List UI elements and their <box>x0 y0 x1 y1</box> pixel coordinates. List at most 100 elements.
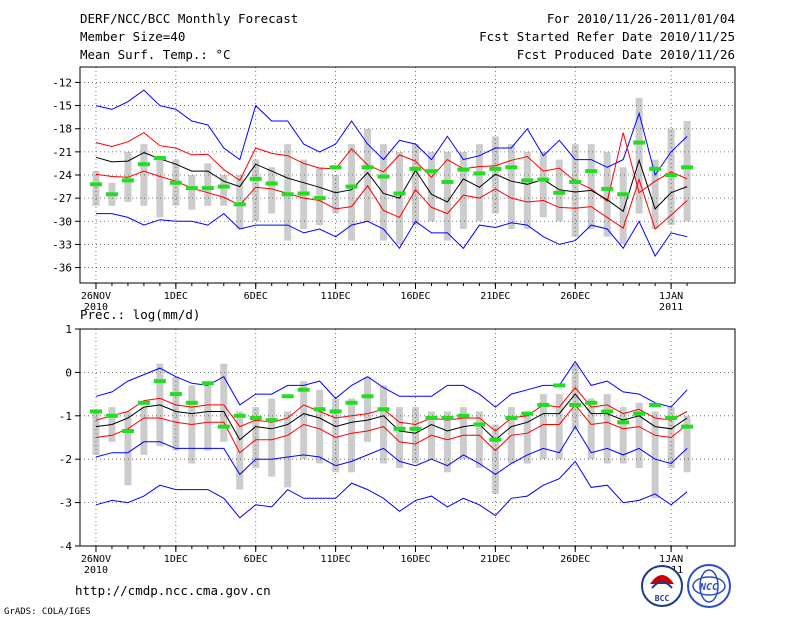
observed-mark <box>505 165 518 170</box>
spread-box <box>380 385 388 464</box>
spread-box <box>683 121 691 222</box>
x-tick-year-label: 2010 <box>84 565 108 576</box>
observed-mark <box>489 437 502 442</box>
observed-mark <box>521 178 534 183</box>
observed-mark <box>377 174 390 179</box>
spread-box <box>555 394 563 460</box>
observed-mark <box>345 400 358 405</box>
y-tick-label: -24 <box>52 169 72 182</box>
observed-mark <box>601 409 614 414</box>
spread-box <box>188 175 196 210</box>
observed-mark <box>681 424 694 429</box>
observed-mark <box>569 179 582 184</box>
observed-mark <box>393 191 406 196</box>
observed-mark <box>233 202 246 207</box>
x-tick-label: 11DEC <box>321 291 351 302</box>
spread-box <box>411 407 419 464</box>
observed-mark <box>265 418 278 423</box>
header-title: DERF/NCC/BCC Monthly Forecast <box>80 11 298 26</box>
series-max-line <box>95 89 688 177</box>
observed-mark <box>169 392 182 397</box>
footer-grads: GrADS: COLA/IGES <box>4 607 91 617</box>
series-min2-line <box>95 460 688 519</box>
observed-mark <box>665 173 678 177</box>
spread-box <box>364 376 372 442</box>
observed-mark <box>537 402 550 407</box>
series-min-line <box>95 425 688 476</box>
spread-box <box>332 175 340 214</box>
spread-box <box>443 411 451 473</box>
observed-mark <box>569 402 582 407</box>
spread-box <box>523 411 531 464</box>
x-tick-label: 1DEC <box>164 291 188 302</box>
spread-box <box>92 171 100 206</box>
spread-box <box>411 144 419 226</box>
observed-mark <box>169 180 182 185</box>
spread-box <box>475 144 483 222</box>
observed-mark <box>585 400 598 405</box>
observed-mark <box>249 415 262 420</box>
footer-url: http://cmdp.ncc.cma.gov.cn <box>75 583 271 598</box>
observed-mark <box>89 182 102 187</box>
header-produced-date: Fcst Produced Date 2010/11/26 <box>517 47 735 62</box>
spread-box <box>651 159 659 229</box>
observed-mark <box>297 387 310 392</box>
spread-box <box>220 175 228 206</box>
spread-box <box>683 415 691 473</box>
observed-mark <box>313 196 326 201</box>
spread-box <box>124 411 132 486</box>
observed-mark <box>105 413 118 418</box>
series-lower-line <box>95 170 688 230</box>
spread-box <box>459 151 467 229</box>
observed-mark <box>473 422 486 427</box>
ncc-logo-text: NCC <box>699 582 718 593</box>
spread-box <box>156 159 164 218</box>
observed-mark <box>537 177 550 182</box>
spread-box <box>140 407 148 455</box>
bcc-logo-text: BCC <box>655 594 670 603</box>
observed-mark <box>121 178 134 183</box>
observed-mark <box>345 184 358 189</box>
observed-mark <box>121 428 134 433</box>
spread-box <box>252 159 260 222</box>
x-tick-label: 6DEC <box>244 291 268 302</box>
observed-mark <box>553 190 566 195</box>
observed-mark <box>217 184 230 189</box>
spread-box <box>587 398 595 460</box>
spread-box <box>539 394 547 460</box>
observed-mark <box>489 166 502 171</box>
y-tick-label: -12 <box>52 76 72 89</box>
series-max-line <box>95 360 688 408</box>
observed-mark <box>201 186 214 191</box>
observed-mark <box>409 166 422 171</box>
observed-mark <box>409 426 422 431</box>
observed-mark <box>265 181 278 186</box>
observed-mark <box>89 409 102 414</box>
observed-mark <box>233 413 246 418</box>
observed-mark <box>153 379 166 384</box>
series-min-line <box>96 212 688 258</box>
x-tick-label: 16DEC <box>400 554 430 565</box>
x-tick-label: 21DEC <box>480 291 510 302</box>
spread-box <box>316 389 324 464</box>
spread-box <box>459 407 467 460</box>
observed-mark <box>585 169 598 174</box>
observed-mark <box>105 192 118 197</box>
observed-mark <box>153 156 166 161</box>
ncc-logo: NCC <box>687 564 731 608</box>
observed-mark <box>473 171 486 176</box>
observed-mark <box>361 165 374 170</box>
spread-box <box>268 167 276 214</box>
x-tick-label: 26NOV <box>81 554 111 565</box>
observed-mark <box>633 411 646 416</box>
y-tick-label: -2 <box>59 453 72 466</box>
x-tick-year-label: 2011 <box>659 302 683 313</box>
observed-mark <box>137 400 150 405</box>
observed-mark <box>457 413 470 418</box>
series-mean-line <box>95 152 688 213</box>
x-tick-label: 1DEC <box>164 554 188 565</box>
spread-box <box>443 151 451 241</box>
header-start-date: Fcst Started Refer Date 2010/11/25 <box>479 29 735 44</box>
y-tick-label: 1 <box>65 323 72 336</box>
